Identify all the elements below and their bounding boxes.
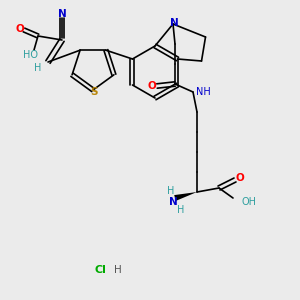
Text: H: H [167, 186, 175, 196]
Text: Cl: Cl [94, 265, 106, 275]
Polygon shape [174, 192, 197, 201]
Text: N: N [169, 18, 178, 28]
Text: H: H [114, 265, 122, 275]
Text: O: O [236, 173, 244, 183]
Text: OH: OH [241, 197, 256, 207]
Text: NH: NH [196, 87, 210, 97]
Text: N: N [169, 197, 177, 207]
Text: HO: HO [22, 50, 38, 60]
Text: S: S [90, 87, 98, 97]
Text: N: N [58, 9, 66, 19]
Text: O: O [148, 81, 156, 91]
Text: O: O [16, 24, 24, 34]
Text: H: H [177, 205, 185, 215]
Text: H: H [34, 63, 42, 73]
